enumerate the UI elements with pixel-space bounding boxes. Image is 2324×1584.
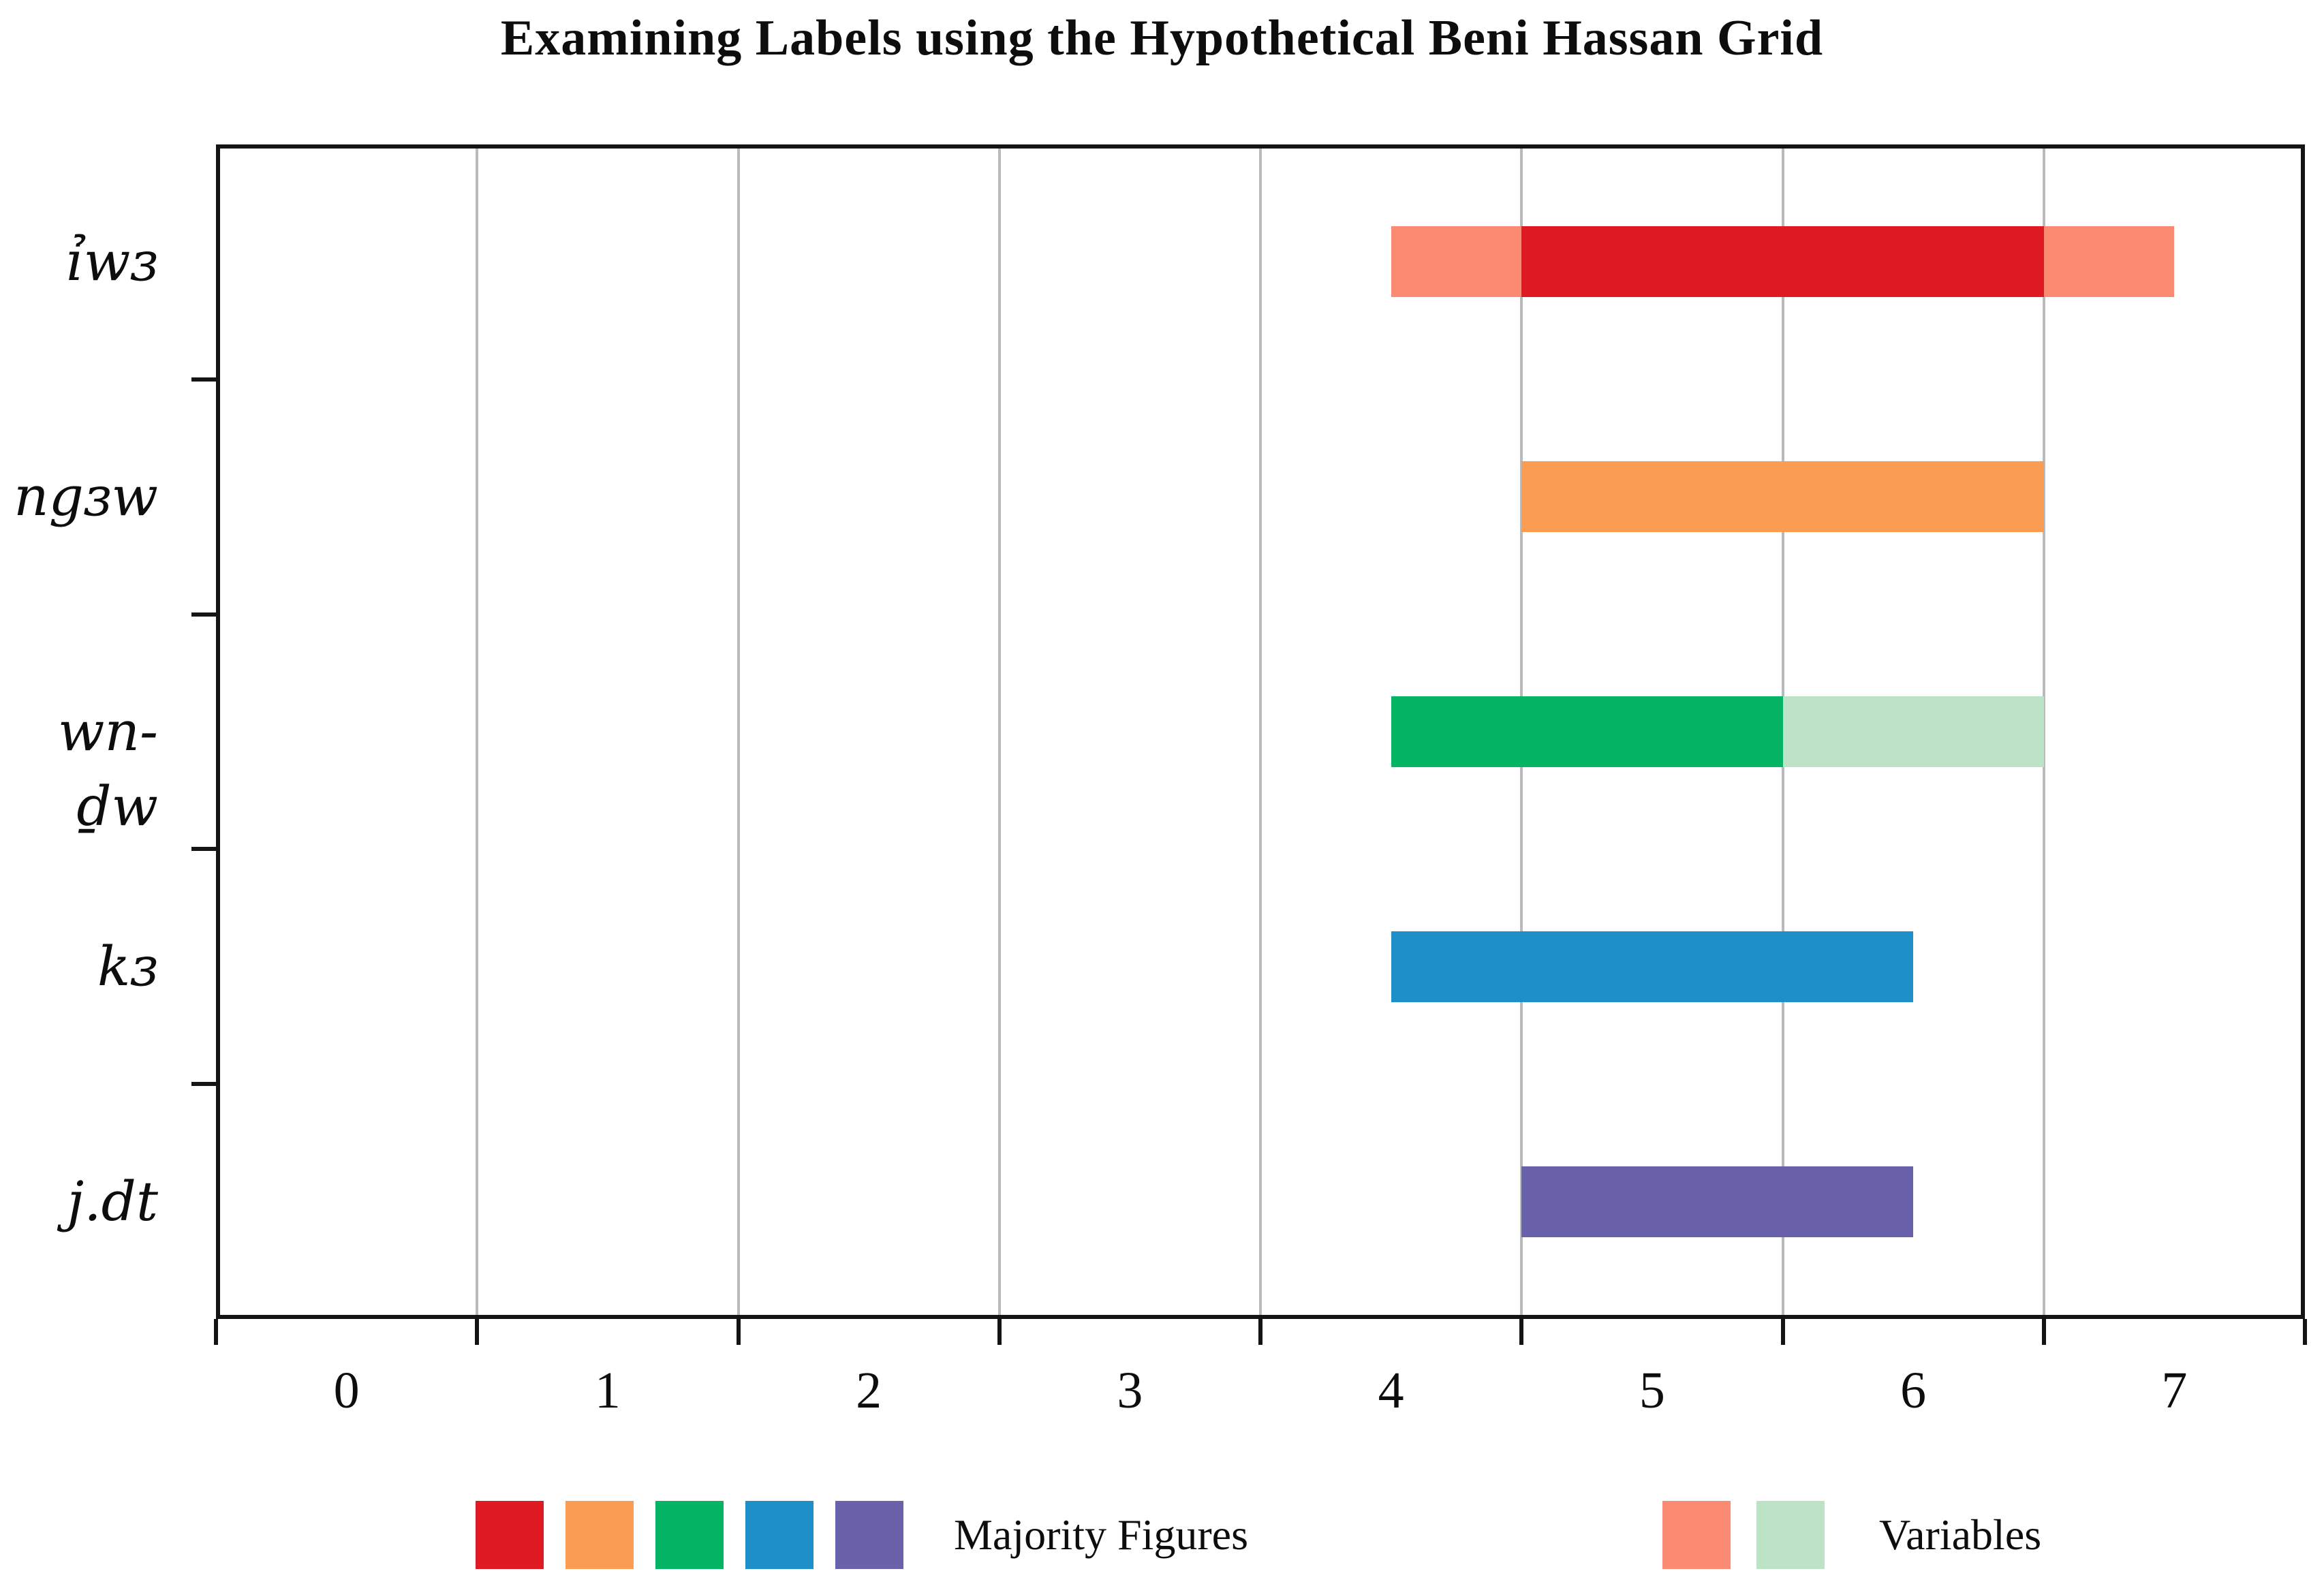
x-axis-tick-label: 2: [856, 1362, 882, 1419]
x-axis-tick: [2041, 1319, 2046, 1345]
bar-segment-majority: [1391, 696, 1783, 767]
y-axis-label: ngɜw: [14, 465, 158, 529]
x-axis-tick-label: 1: [594, 1362, 621, 1419]
chart-title: Examining Labels using the Hypothetical …: [500, 10, 1824, 66]
bar-segment-variable: [1391, 226, 1522, 298]
gridline: [1259, 149, 1262, 1315]
y-axis-tick: [191, 377, 216, 382]
x-axis-tick: [475, 1319, 480, 1345]
bar-segment-majority: [1521, 226, 2044, 298]
x-axis-tick-label: 7: [2161, 1362, 2188, 1419]
y-axis-tick: [191, 612, 216, 617]
bar-segment-variable: [2043, 226, 2175, 298]
x-axis-tick-label: 6: [1900, 1362, 1927, 1419]
bar-segment-variable: [1782, 696, 2044, 767]
gridline: [476, 149, 479, 1315]
gridline: [2042, 149, 2045, 1315]
y-axis-tick: [191, 847, 216, 852]
y-axis-label: j.dt: [67, 1169, 158, 1233]
x-axis-tick: [997, 1319, 1002, 1345]
legend-swatch-blue: [745, 1501, 814, 1569]
legend-swatch-red: [476, 1501, 544, 1569]
x-axis-tick-label: 5: [1639, 1362, 1665, 1419]
y-axis-label: wn-ḏw: [57, 700, 158, 838]
legend-group-variables: Variables: [1662, 1501, 2041, 1569]
x-axis-tick: [1258, 1319, 1262, 1345]
legend-swatch-orange: [565, 1501, 634, 1569]
legend-label-variables: Variables: [1879, 1510, 2042, 1559]
x-axis-tick: [736, 1319, 741, 1345]
x-axis-tick: [214, 1319, 218, 1345]
bar-segment-majority: [1521, 1166, 1914, 1237]
y-axis-tick: [191, 1082, 216, 1087]
x-axis-tick-label: 3: [1117, 1362, 1143, 1419]
x-axis-tick-label: 0: [333, 1362, 360, 1419]
legend-swatch-lightgreen: [1756, 1501, 1825, 1569]
legend-swatch-green: [655, 1501, 724, 1569]
legend-label-majority: Majority Figures: [954, 1510, 1248, 1559]
x-axis-tick-label: 4: [1378, 1362, 1404, 1419]
legend-swatch-purple: [835, 1501, 903, 1569]
x-axis-tick: [1780, 1319, 1785, 1345]
legend-swatch-salmon: [1662, 1501, 1731, 1569]
bar-segment-majority: [1521, 461, 2044, 533]
y-axis-label: kɜ: [97, 934, 158, 998]
x-axis-tick: [2303, 1319, 2307, 1345]
gridline: [997, 149, 1001, 1315]
legend-group-majority: Majority Figures: [476, 1501, 1248, 1569]
x-axis-tick: [1519, 1319, 1524, 1345]
gridline: [737, 149, 740, 1315]
y-axis-label: ỉwɜ: [66, 230, 158, 294]
bar-segment-majority: [1391, 931, 1914, 1002]
